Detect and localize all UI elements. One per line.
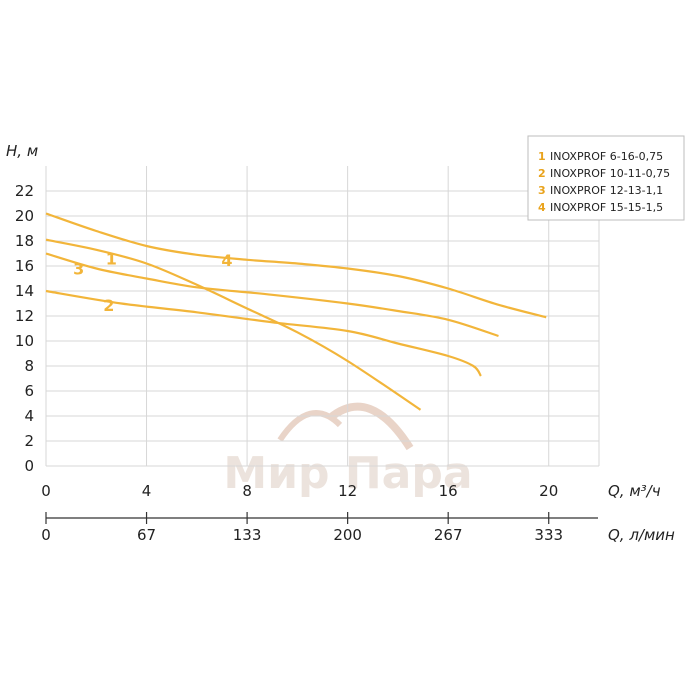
x-tick-label: 16 (439, 482, 458, 500)
x-tick-label: 8 (242, 482, 252, 500)
y-tick-label: 6 (24, 382, 34, 400)
x2-tick-label: 67 (137, 526, 156, 544)
x-tick-label: 12 (338, 482, 357, 500)
legend-number-2: 2 (538, 167, 546, 180)
y-tick-label: 14 (15, 282, 34, 300)
curve-series-2 (45, 289, 482, 377)
y-tick-label: 4 (24, 407, 34, 425)
curve-label-1: 1 (106, 250, 117, 269)
legend-number-4: 4 (538, 201, 546, 214)
curve-labels: 1 23 4 (73, 250, 232, 315)
y-tick-label: 18 (15, 232, 34, 250)
y-tick-label: 12 (15, 307, 34, 325)
y-tick-label: 2 (24, 432, 34, 450)
legend: 1 INOXPROF 6-16-0,75 2 INOXPROF 10-11-0,75 3… (527, 135, 685, 221)
curves (45, 212, 547, 411)
curve-series-1 (45, 238, 422, 411)
legend-label-3: INOXPROF 12-13-1,1 (550, 184, 663, 197)
x2-tick-label: 0 (41, 526, 51, 544)
curve-label-2: 2 (103, 296, 114, 315)
x-tick-label: 20 (539, 482, 558, 500)
y-tick-label: 16 (15, 257, 34, 275)
legend-label-1: INOXPROF 6-16-0,75 (550, 150, 663, 163)
legend-number-1: 1 (538, 150, 546, 163)
y-tick-label: 22 (15, 182, 34, 200)
y-tick-label: 8 (24, 357, 34, 375)
legend-number-3: 3 (538, 184, 546, 197)
curve-label-4: 4 (221, 251, 232, 270)
y-tick-label: 20 (15, 207, 34, 225)
x-tick-label: 4 (142, 482, 152, 500)
x2-tick-label: 267 (434, 526, 463, 544)
x-tick-label: 0 (41, 482, 51, 500)
y-axis-title: H, м (6, 142, 38, 160)
y-tick-label: 0 (24, 457, 34, 475)
legend-label-2: INOXPROF 10-11-0,75 (550, 167, 670, 180)
curve-series-3 (45, 252, 499, 338)
legend-label-4: INOXPROF 15-15-1,5 (550, 201, 663, 214)
x2-tick-label: 200 (333, 526, 362, 544)
grid (45, 166, 600, 467)
x2-tick-label: 333 (534, 526, 563, 544)
x2-tick-label: 133 (233, 526, 262, 544)
curve-label-3: 3 (73, 260, 84, 279)
curve-series-4 (45, 212, 547, 319)
x-axis-title: Q, м³/ч (608, 482, 661, 500)
legend-box (527, 135, 685, 221)
y-tick-label: 10 (15, 332, 34, 350)
x2-axis-title: Q, л/мин (608, 526, 675, 544)
